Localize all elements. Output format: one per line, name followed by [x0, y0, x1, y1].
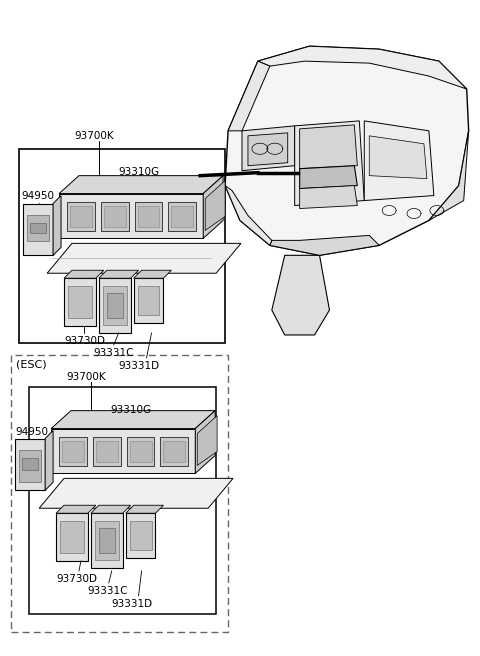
Polygon shape: [91, 505, 131, 513]
Polygon shape: [95, 521, 119, 560]
Polygon shape: [270, 236, 379, 255]
Polygon shape: [429, 131, 468, 220]
Text: 94950: 94950: [21, 190, 54, 201]
Polygon shape: [164, 441, 185, 462]
Bar: [12, 355, 228, 632]
Polygon shape: [56, 513, 88, 561]
Polygon shape: [51, 428, 195, 474]
Text: 93310G: 93310G: [111, 405, 152, 415]
Bar: [29, 387, 216, 614]
Polygon shape: [30, 224, 46, 234]
Text: 93730D: 93730D: [64, 336, 105, 346]
Polygon shape: [107, 293, 123, 318]
Polygon shape: [203, 176, 223, 238]
Polygon shape: [300, 125, 357, 169]
Polygon shape: [133, 270, 171, 278]
Polygon shape: [300, 166, 357, 188]
Polygon shape: [138, 205, 159, 228]
Polygon shape: [99, 270, 139, 278]
Polygon shape: [126, 513, 156, 558]
Polygon shape: [248, 133, 288, 166]
Polygon shape: [67, 201, 95, 232]
Polygon shape: [205, 180, 225, 230]
Polygon shape: [369, 136, 427, 178]
Text: 93310G: 93310G: [119, 167, 160, 176]
Polygon shape: [19, 451, 41, 482]
Text: 93730D: 93730D: [56, 574, 97, 584]
Polygon shape: [60, 521, 84, 553]
Polygon shape: [197, 416, 217, 465]
Polygon shape: [99, 278, 131, 333]
Polygon shape: [127, 436, 155, 466]
Polygon shape: [126, 505, 164, 513]
Polygon shape: [23, 203, 53, 255]
Polygon shape: [45, 430, 53, 490]
Polygon shape: [22, 459, 38, 470]
Polygon shape: [101, 201, 129, 232]
Text: 93331C: 93331C: [94, 348, 134, 358]
Polygon shape: [133, 278, 164, 323]
Polygon shape: [99, 528, 115, 553]
Text: 93331C: 93331C: [87, 586, 127, 596]
Polygon shape: [70, 205, 92, 228]
Polygon shape: [134, 201, 162, 232]
Polygon shape: [168, 201, 196, 232]
Polygon shape: [130, 441, 152, 462]
Polygon shape: [138, 286, 159, 315]
Polygon shape: [56, 505, 96, 513]
Polygon shape: [59, 176, 223, 194]
Polygon shape: [225, 186, 272, 245]
Polygon shape: [130, 521, 152, 550]
Polygon shape: [39, 478, 233, 508]
Polygon shape: [59, 194, 203, 238]
Text: 94950: 94950: [15, 426, 48, 436]
Polygon shape: [364, 121, 434, 201]
Polygon shape: [62, 441, 84, 462]
Polygon shape: [64, 270, 104, 278]
Polygon shape: [160, 436, 188, 466]
Text: 93700K: 93700K: [66, 372, 106, 382]
Polygon shape: [51, 411, 215, 428]
Polygon shape: [242, 126, 295, 171]
Polygon shape: [103, 286, 127, 325]
Bar: [19, 149, 225, 343]
Polygon shape: [300, 186, 357, 209]
Polygon shape: [96, 441, 118, 462]
Polygon shape: [27, 215, 49, 241]
Text: 93700K: 93700K: [74, 131, 114, 141]
Polygon shape: [91, 513, 123, 568]
Polygon shape: [295, 121, 364, 205]
Polygon shape: [195, 411, 215, 474]
Text: 93331D: 93331D: [119, 361, 160, 371]
Polygon shape: [15, 438, 45, 490]
Polygon shape: [272, 255, 329, 335]
Polygon shape: [64, 278, 96, 326]
Text: 93331D: 93331D: [112, 599, 153, 609]
Polygon shape: [225, 46, 468, 255]
Polygon shape: [59, 436, 87, 466]
Polygon shape: [228, 61, 270, 131]
Polygon shape: [93, 436, 120, 466]
Polygon shape: [258, 46, 467, 89]
Text: (ESC): (ESC): [16, 360, 47, 370]
Polygon shape: [47, 243, 241, 274]
Polygon shape: [104, 205, 126, 228]
Polygon shape: [53, 195, 61, 255]
Polygon shape: [171, 205, 193, 228]
Polygon shape: [68, 286, 92, 318]
